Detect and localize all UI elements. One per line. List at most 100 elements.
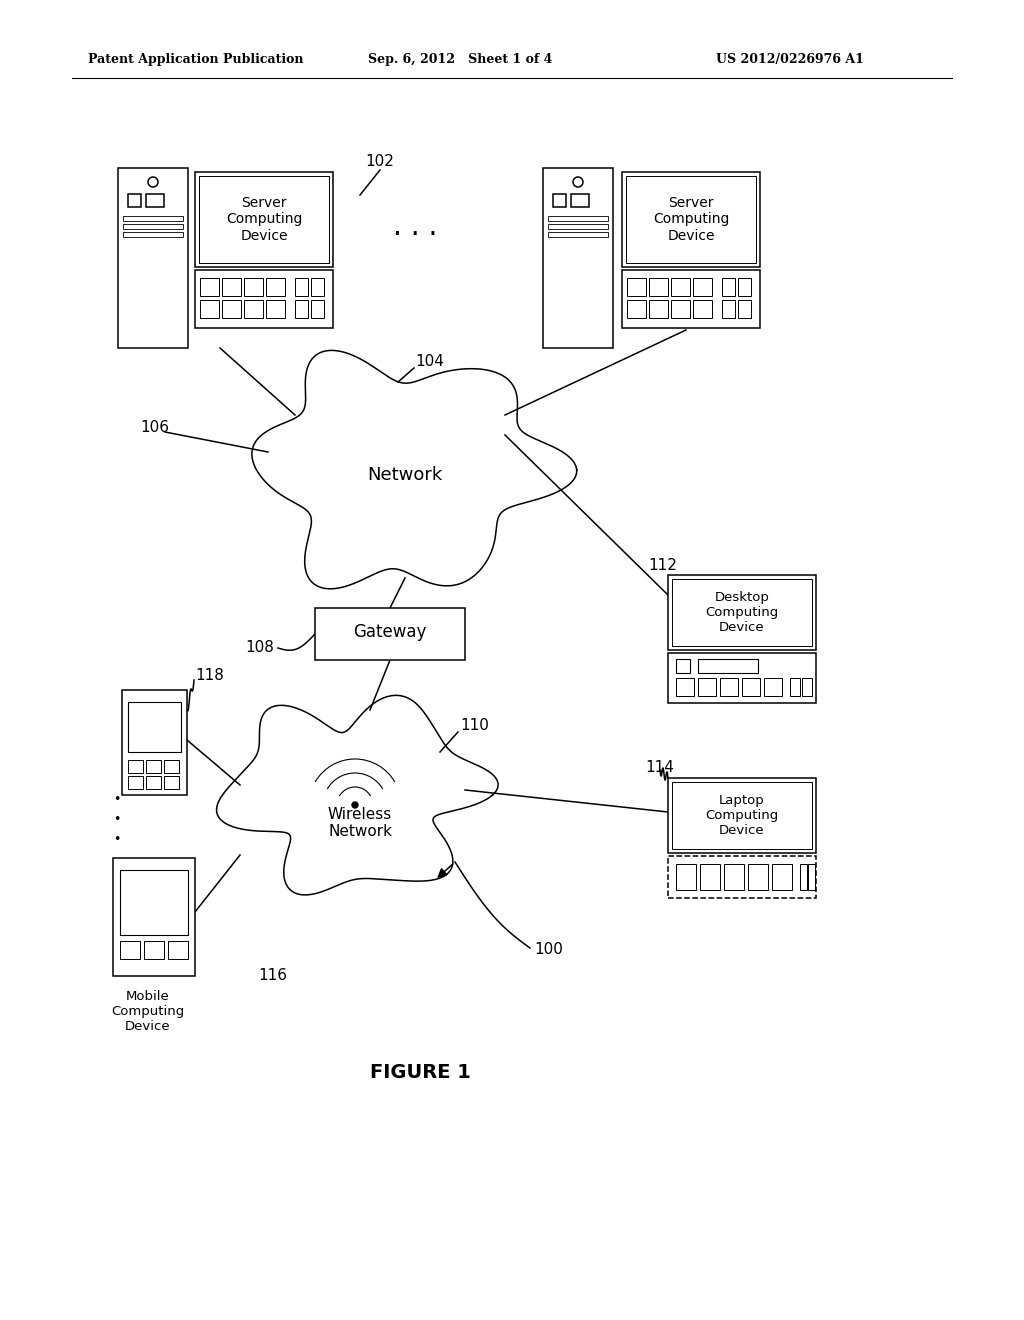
Bar [295, 300, 308, 318]
Bar [118, 168, 188, 348]
Bar [548, 224, 608, 228]
Text: Gateway: Gateway [353, 623, 427, 642]
Bar [311, 279, 324, 296]
Bar [548, 232, 608, 238]
Text: Network: Network [368, 466, 442, 484]
Bar [120, 870, 188, 935]
Bar [295, 279, 308, 296]
Bar [722, 279, 735, 296]
Bar [543, 168, 613, 348]
Bar [808, 865, 815, 890]
Bar [222, 279, 241, 296]
Text: 100: 100 [534, 942, 563, 957]
Bar [668, 576, 816, 649]
Bar [548, 216, 608, 220]
Bar [200, 279, 219, 296]
Text: 114: 114 [645, 759, 674, 775]
Bar [800, 865, 807, 890]
Bar [790, 678, 800, 696]
Bar [672, 579, 812, 645]
Circle shape [352, 803, 358, 808]
Bar [693, 279, 712, 296]
Text: Wireless
Network: Wireless Network [328, 807, 392, 840]
Bar [671, 279, 690, 296]
Bar [764, 678, 782, 696]
Bar [742, 678, 760, 696]
Bar [113, 858, 195, 975]
Bar [146, 194, 164, 207]
Bar [700, 865, 720, 890]
Bar [649, 300, 668, 318]
Bar [676, 678, 694, 696]
Bar [128, 776, 143, 789]
Text: 118: 118 [195, 668, 224, 682]
Text: FIGURE 1: FIGURE 1 [370, 1063, 470, 1081]
Bar [720, 678, 738, 696]
Text: •: • [113, 833, 121, 846]
Text: •: • [113, 813, 121, 826]
Bar [571, 194, 589, 207]
Bar [199, 176, 329, 263]
Bar [738, 300, 751, 318]
Text: Laptop
Computing
Device: Laptop Computing Device [706, 795, 778, 837]
Text: . . .: . . . [393, 213, 437, 242]
Bar [698, 678, 716, 696]
Bar [622, 271, 760, 327]
Bar [772, 865, 792, 890]
Bar [622, 172, 760, 267]
Bar [668, 777, 816, 853]
Text: Mobile
Computing
Device: Mobile Computing Device [112, 990, 184, 1034]
Bar [146, 760, 161, 774]
Bar [144, 941, 164, 960]
Bar [122, 690, 187, 795]
Bar [222, 300, 241, 318]
Bar [693, 300, 712, 318]
Bar [553, 194, 566, 207]
Text: 110: 110 [460, 718, 488, 734]
Text: Patent Application Publication: Patent Application Publication [88, 54, 303, 66]
Bar [195, 172, 333, 267]
Bar [748, 865, 768, 890]
Text: 108: 108 [245, 640, 273, 656]
Bar [123, 224, 183, 228]
Text: Server
Computing
Device: Server Computing Device [653, 197, 729, 243]
Bar [676, 865, 696, 890]
Bar [626, 176, 756, 263]
Text: US 2012/0226976 A1: US 2012/0226976 A1 [716, 54, 864, 66]
Bar [724, 865, 744, 890]
Bar [311, 300, 324, 318]
Bar [676, 659, 690, 673]
Bar [668, 855, 816, 898]
Bar [120, 941, 140, 960]
Bar [128, 702, 181, 752]
Bar [164, 776, 179, 789]
Text: Server
Computing
Device: Server Computing Device [226, 197, 302, 243]
Bar [738, 279, 751, 296]
Bar [146, 776, 161, 789]
Bar [195, 271, 333, 327]
Bar [649, 279, 668, 296]
Bar [164, 760, 179, 774]
Bar [671, 300, 690, 318]
Bar [244, 279, 263, 296]
Bar [627, 279, 646, 296]
Bar [802, 678, 812, 696]
Bar [128, 760, 143, 774]
Bar [672, 781, 812, 849]
Bar [266, 279, 285, 296]
Text: 102: 102 [365, 154, 394, 169]
Bar [627, 300, 646, 318]
Text: Desktop
Computing
Device: Desktop Computing Device [706, 591, 778, 634]
Bar [123, 232, 183, 238]
Bar [266, 300, 285, 318]
Bar [315, 609, 465, 660]
Bar [128, 194, 141, 207]
Text: 106: 106 [140, 420, 169, 434]
Text: •: • [113, 793, 121, 807]
Bar [668, 653, 816, 704]
Bar [168, 941, 188, 960]
Text: 112: 112 [648, 557, 677, 573]
Bar [123, 216, 183, 220]
Bar [200, 300, 219, 318]
Text: 116: 116 [258, 969, 287, 983]
